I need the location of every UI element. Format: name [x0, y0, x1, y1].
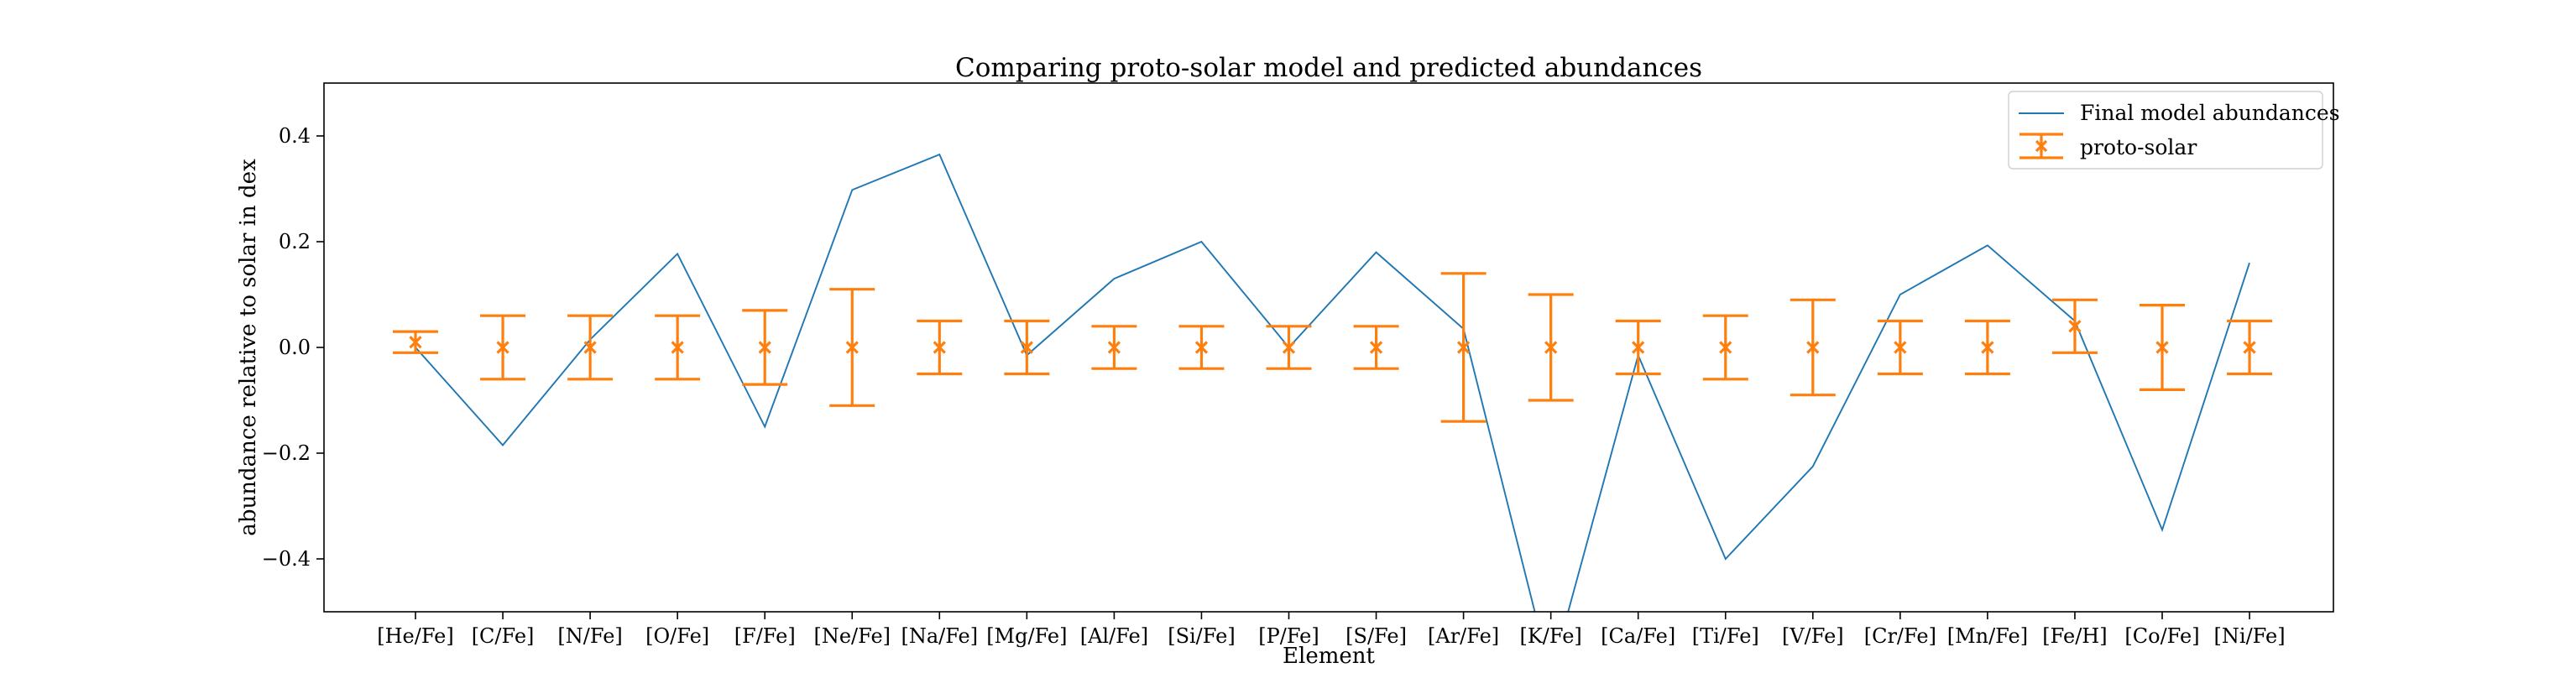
- proto-solar-marker: [758, 341, 771, 354]
- chart-title: Comparing proto-solar model and predicte…: [955, 53, 1702, 83]
- x-axis-label: Element: [1283, 644, 1375, 669]
- y-tick-label: −0.4: [262, 547, 311, 571]
- x-tick-label: [Cr/Fe]: [1864, 624, 1936, 648]
- proto-solar-marker: [1544, 341, 1558, 354]
- proto-solar-errorbar: [1877, 319, 1923, 376]
- proto-solar-errorbar: [1178, 325, 1225, 370]
- x-tick-label: [O/Fe]: [645, 624, 709, 648]
- proto-solar-errorbar: [1702, 314, 1748, 381]
- proto-solar-marker: [933, 341, 946, 354]
- proto-solar-errorbar: [393, 330, 438, 354]
- proto-solar-errorbar: [567, 314, 614, 381]
- y-axis-label: abundance relative to solar in dex: [236, 159, 261, 536]
- proto-solar-errorbar: [2140, 304, 2185, 391]
- x-tick-label: [Ar/Fe]: [1428, 624, 1499, 648]
- x-tick-label: [F/Fe]: [734, 624, 796, 648]
- y-tick-label: 0.0: [279, 336, 311, 359]
- proto-solar-errorbar: [480, 314, 526, 381]
- model-abundance-line: [415, 153, 2250, 612]
- proto-solar-marker: [2155, 341, 2169, 354]
- proto-solar-marker: [1194, 341, 1209, 354]
- x-tick-label: [Ca/Fe]: [1601, 624, 1675, 648]
- y-tick-label: 0.4: [279, 124, 311, 148]
- x-tick-label: [S/Fe]: [1345, 624, 1407, 648]
- x-tick-label: [Mn/Fe]: [1947, 624, 2028, 648]
- proto-solar-marker: [1981, 341, 1994, 354]
- x-tick-label: [Ne/Fe]: [813, 624, 891, 648]
- x-tick-label: [Mg/Fe]: [986, 624, 1067, 648]
- proto-solar-marker: [671, 341, 684, 354]
- proto-solar-marker: [2243, 341, 2256, 354]
- proto-solar-errorbar: [1353, 325, 1399, 370]
- x-tick-label: [V/Fe]: [1782, 624, 1844, 648]
- proto-solar-marker: [583, 341, 597, 354]
- proto-solar-errorbar: [1440, 272, 1487, 423]
- x-tick-label: [Ni/Fe]: [2214, 624, 2286, 648]
- proto-solar-marker: [1719, 341, 1732, 354]
- legend-errorbar-swatch: [2020, 133, 2063, 159]
- proto-solar-errorbar: [1964, 319, 2010, 376]
- legend-frame: [2008, 91, 2323, 170]
- proto-solar-marker: [1632, 341, 1645, 354]
- proto-solar-errorbar: [1004, 319, 1050, 376]
- proto-solar-marker: [845, 341, 859, 354]
- x-tick-label: [Co/Fe]: [2124, 624, 2199, 648]
- proto-solar-errorbar: [1091, 325, 1137, 370]
- x-tick-label: [P/Fe]: [1258, 624, 1319, 648]
- x-tick-label: [C/Fe]: [472, 624, 535, 648]
- proto-solar-errorbar: [2051, 298, 2098, 354]
- proto-solar-marker: [409, 336, 422, 349]
- legend-label-model: Final model abundances: [2080, 101, 2340, 125]
- proto-solar-errorbar: [1266, 325, 1312, 370]
- x-tick-label: [He/Fe]: [377, 624, 454, 648]
- y-tick-label: 0.2: [279, 230, 311, 253]
- proto-solar-marker: [1456, 341, 1471, 354]
- proto-solar-marker: [2068, 320, 2082, 333]
- x-tick-label: [Si/Fe]: [1168, 624, 1235, 648]
- proto-solar-errorbar: [917, 319, 963, 376]
- legend-label-proto-solar: proto-solar: [2080, 135, 2197, 159]
- x-tick-label: [K/Fe]: [1520, 624, 1582, 648]
- proto-solar-errorbar: [829, 288, 875, 407]
- proto-solar-marker: [1806, 341, 1820, 354]
- x-tick-label: [Al/Fe]: [1080, 624, 1148, 648]
- x-tick-label: [N/Fe]: [557, 624, 622, 648]
- x-tick-label: [Ti/Fe]: [1692, 624, 1759, 648]
- proto-solar-marker: [1107, 341, 1121, 354]
- legend: Final model abundances proto-solar: [2008, 91, 2340, 170]
- x-tick-label: [Fe/H]: [2042, 624, 2107, 648]
- proto-solar-errorbar: [742, 309, 788, 386]
- proto-solar-errorbar: [1528, 293, 1574, 402]
- proto-solar-marker: [1369, 341, 1383, 354]
- proto-solar-marker: [496, 341, 509, 354]
- x-tick-label: [Na/Fe]: [901, 624, 978, 648]
- y-tick-label: −0.2: [262, 441, 311, 465]
- proto-solar-errorbar: [2227, 319, 2273, 376]
- proto-solar-marker: [1020, 341, 1033, 354]
- proto-solar-marker: [1282, 341, 1296, 354]
- proto-solar-marker: [1894, 341, 1907, 354]
- proto-solar-errorbar: [655, 314, 701, 381]
- proto-solar-errorbar: [1615, 319, 1661, 376]
- proto-solar-errorbar: [1790, 298, 1836, 397]
